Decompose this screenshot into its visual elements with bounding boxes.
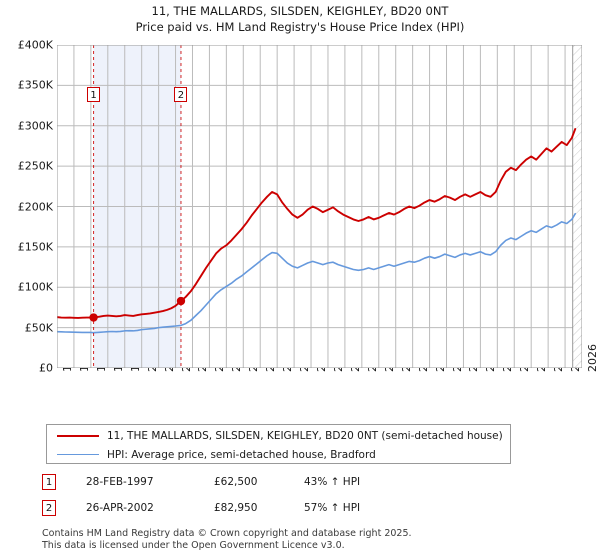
transaction-hpi-delta: 43% ↑ HPI <box>304 476 361 488</box>
legend-label: 11, THE MALLARDS, SILSDEN, KEIGHLEY, BD2… <box>107 430 503 442</box>
sale-point-1 <box>89 313 98 322</box>
transaction-date: 28-FEB-1997 <box>86 476 154 488</box>
table-row[interactable]: 1 28-FEB-1997 £62,500 43% ↑ HPI <box>42 472 492 498</box>
footer-line-1: Contains HM Land Registry data © Crown c… <box>42 528 412 539</box>
y-tick-label: £50K <box>24 321 53 335</box>
transaction-index-badge: 1 <box>42 474 56 490</box>
chart-canvas <box>57 45 582 368</box>
legend-label: HPI: Average price, semi-detached house,… <box>107 449 376 461</box>
y-tick-label: £150K <box>17 240 53 254</box>
event-marker-badge-1[interactable]: 1 <box>87 87 101 102</box>
legend-item: 11, THE MALLARDS, SILSDEN, KEIGHLEY, BD2… <box>47 426 510 446</box>
table-row[interactable]: 2 26-APR-2002 £82,950 57% ↑ HPI <box>42 498 492 524</box>
transactions-table: 1 28-FEB-1997 £62,500 43% ↑ HPI 2 26-APR-2002… <box>42 472 492 524</box>
title-line-primary: 11, THE MALLARDS, SILSDEN, KEIGHLEY, BD2… <box>151 4 449 18</box>
y-tick-label: £100K <box>17 280 53 294</box>
transaction-price: £62,500 <box>214 476 258 488</box>
chart-legend: 11, THE MALLARDS, SILSDEN, KEIGHLEY, BD2… <box>46 424 511 464</box>
footer-line-2: This data is licensed under the Open Gov… <box>42 540 345 551</box>
transaction-price: £82,950 <box>214 502 258 514</box>
y-tick-label: £200K <box>17 200 53 213</box>
title-line-secondary: Price paid vs. HM Land Registry's House … <box>135 20 465 34</box>
transaction-date: 26-APR-2002 <box>86 502 154 514</box>
legend-item: HPI: Average price, semi-detached house,… <box>47 445 510 465</box>
y-tick-label: £0 <box>39 361 53 375</box>
transaction-hpi-delta: 57% ↑ HPI <box>304 502 361 514</box>
forecast-hatch <box>572 45 582 368</box>
y-tick-label: £250K <box>17 159 53 173</box>
y-tick-label: £300K <box>17 119 53 133</box>
transaction-index-badge: 2 <box>42 500 56 516</box>
plot-area <box>57 45 582 368</box>
series-line-0 <box>57 128 577 319</box>
y-axis-labels: £0 £50K £100K £150K £200K £250K £300K £350K £400… <box>0 0 53 560</box>
sale-point-2 <box>176 296 186 306</box>
y-tick-label: £400K <box>17 38 53 52</box>
footer-attribution: Contains HM Land Registry data © Crown c… <box>42 528 562 552</box>
legend-color-swatch <box>57 435 99 437</box>
event-marker-badge-2[interactable]: 2 <box>174 87 188 102</box>
series-line-1 <box>57 212 577 334</box>
y-tick-label: £350K <box>17 78 53 92</box>
page-title: 11, THE MALLARDS, SILSDEN, KEIGHLEY, BD2… <box>0 3 600 35</box>
x-tick-label: 2026 <box>586 344 599 372</box>
legend-color-swatch <box>57 454 99 455</box>
